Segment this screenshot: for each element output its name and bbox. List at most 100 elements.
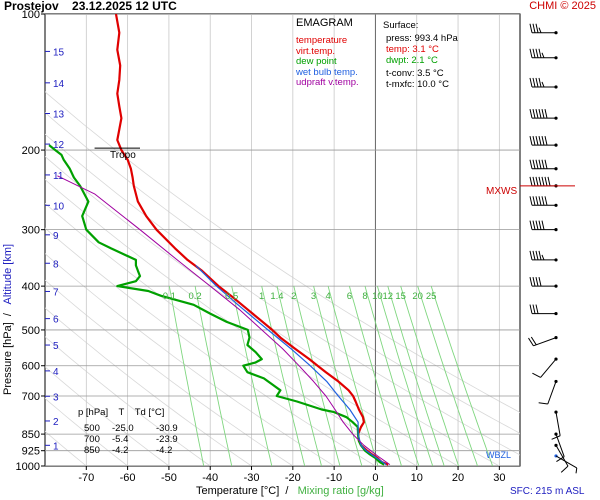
x-tick-label: -40 [202,472,218,484]
mixing-ratio-label: 4 [325,291,330,302]
wind-barb-feather [544,176,548,186]
wind-barb-feather [538,135,542,146]
mixing-ratio-label: 25 [426,291,437,302]
table-cell: -5.4 [112,434,129,445]
wind-barb-feather [541,109,545,119]
y-tick-label: 925 [22,446,40,458]
wind-barb-feather [532,109,536,119]
y-tick-label: 500 [22,325,40,337]
table-cell: -25.0 [112,423,134,434]
wind-barb-feather [532,159,536,169]
x-tick-label: 30 [493,472,505,484]
mixing-ratio-line [231,286,273,466]
x-tick-label: -10 [326,472,342,484]
mixing-ratio-line [293,285,341,466]
wind-barb [529,250,558,262]
mixing-ratio-label: 3 [311,291,316,302]
wind-barb-feather [529,23,533,33]
wind-barb-feather [575,467,578,474]
wind-barb [538,379,558,405]
wind-barb-staff [533,337,557,347]
wind-barb [554,454,578,474]
wind-barb-feather [541,81,545,88]
wind-barb [529,48,558,60]
x-axis-mixing-label: Mixing ratio [g/kg] [297,485,384,497]
wind-barb-feather [529,220,533,230]
table-header-td: Td [°C] [134,407,165,418]
wind-barb [532,357,558,378]
altitude-tick-label: 12 [53,140,65,151]
mixing-ratio-line [313,285,363,466]
wind-barb-feather [541,254,545,261]
mixing-ratio-label: 8 [362,291,367,302]
wind-barb-feather [529,196,533,206]
altitude-tick-label: 9 [53,231,59,242]
table-cell: -4.2 [112,445,129,456]
wind-barb-staff [555,433,565,457]
wind-barb-feather [547,176,551,186]
series-wet-bulb-temp [195,264,387,466]
mixing-ratio-label: 1.4 [270,291,283,302]
mixing-ratio-line [168,286,205,466]
wind-barb [551,410,561,440]
wind-barb-feather [541,52,545,58]
sounding-title: Prostejov 23.12.2025 12 UTC [4,0,177,13]
wind-barb-feather [541,176,545,186]
wind-barb-feather [528,337,534,347]
wbzl-label: WBZL [486,450,512,460]
wind-barb-feather [538,277,542,287]
wind-barb-feather [535,304,539,314]
wind-barb-feather [538,27,542,33]
x-axis-title: Temperature [°C] / Mixing ratio [g/kg] [196,485,384,497]
wind-barb-feather [532,23,536,33]
wind-barb-feather [538,48,542,58]
wind-barb [528,336,558,347]
altitude-tick-label: 8 [53,259,59,270]
legend-title: EMAGRAM [296,17,353,29]
y-tick-label: 400 [22,281,40,293]
wind-barb [529,277,558,288]
wind-barb-feather [538,176,542,186]
wind-barb-feather [529,277,533,287]
sounding-datetime: 23.12.2025 12 UTC [72,0,177,13]
altitude-tick-label: 11 [53,171,64,182]
wind-barb-feather [535,159,539,169]
surface-title: Surface: [383,20,419,31]
mixing-ratio-label: 6 [347,291,352,302]
altitude-tick-label: 7 [53,287,59,298]
mixing-ratio-line [376,285,434,466]
wind-barb-feather [535,176,539,186]
mixing-ratio-label: 15 [395,291,406,302]
y-axis-label: Pressure [hPa] [2,322,14,395]
table-header-p: p [hPa] [78,407,109,418]
surface-pressure: press: 993.4 hPa [386,33,458,44]
wind-barb-feather [541,159,545,169]
credit-label: CHMI © 2025 [529,0,596,12]
dry-adiabat-line [0,14,4,466]
legend-item: udpraft v.temp. [296,77,359,89]
wind-barb-staff [555,445,569,467]
wind-barb-feather [532,77,536,88]
legend-item: virt.temp. [296,45,336,57]
mixing-ratio-label: 2 [291,291,296,302]
wind-barb-feather [535,23,539,33]
wind-barb-feather [532,220,536,230]
wind-barb [529,159,558,171]
mixing-ratio-label: 1 [259,291,264,302]
wind-barb-feather [532,196,536,206]
mixing-ratio-line [430,285,494,466]
dry-adiabat-line [45,112,520,434]
wind-barb [529,23,558,35]
altitude-tick-label: 4 [53,367,59,378]
y-tick-label: 200 [22,145,40,157]
wind-barb-feather [535,135,539,146]
wind-barb [529,77,558,89]
wind-barb-feather [538,250,542,261]
wind-barb-feather [529,304,533,314]
wind-barb-staff [555,412,561,436]
x-tick-label: -70 [78,472,94,484]
wind-barb-feather [541,135,545,146]
wind-barb [529,196,558,207]
wind-barb-staff [547,381,557,405]
